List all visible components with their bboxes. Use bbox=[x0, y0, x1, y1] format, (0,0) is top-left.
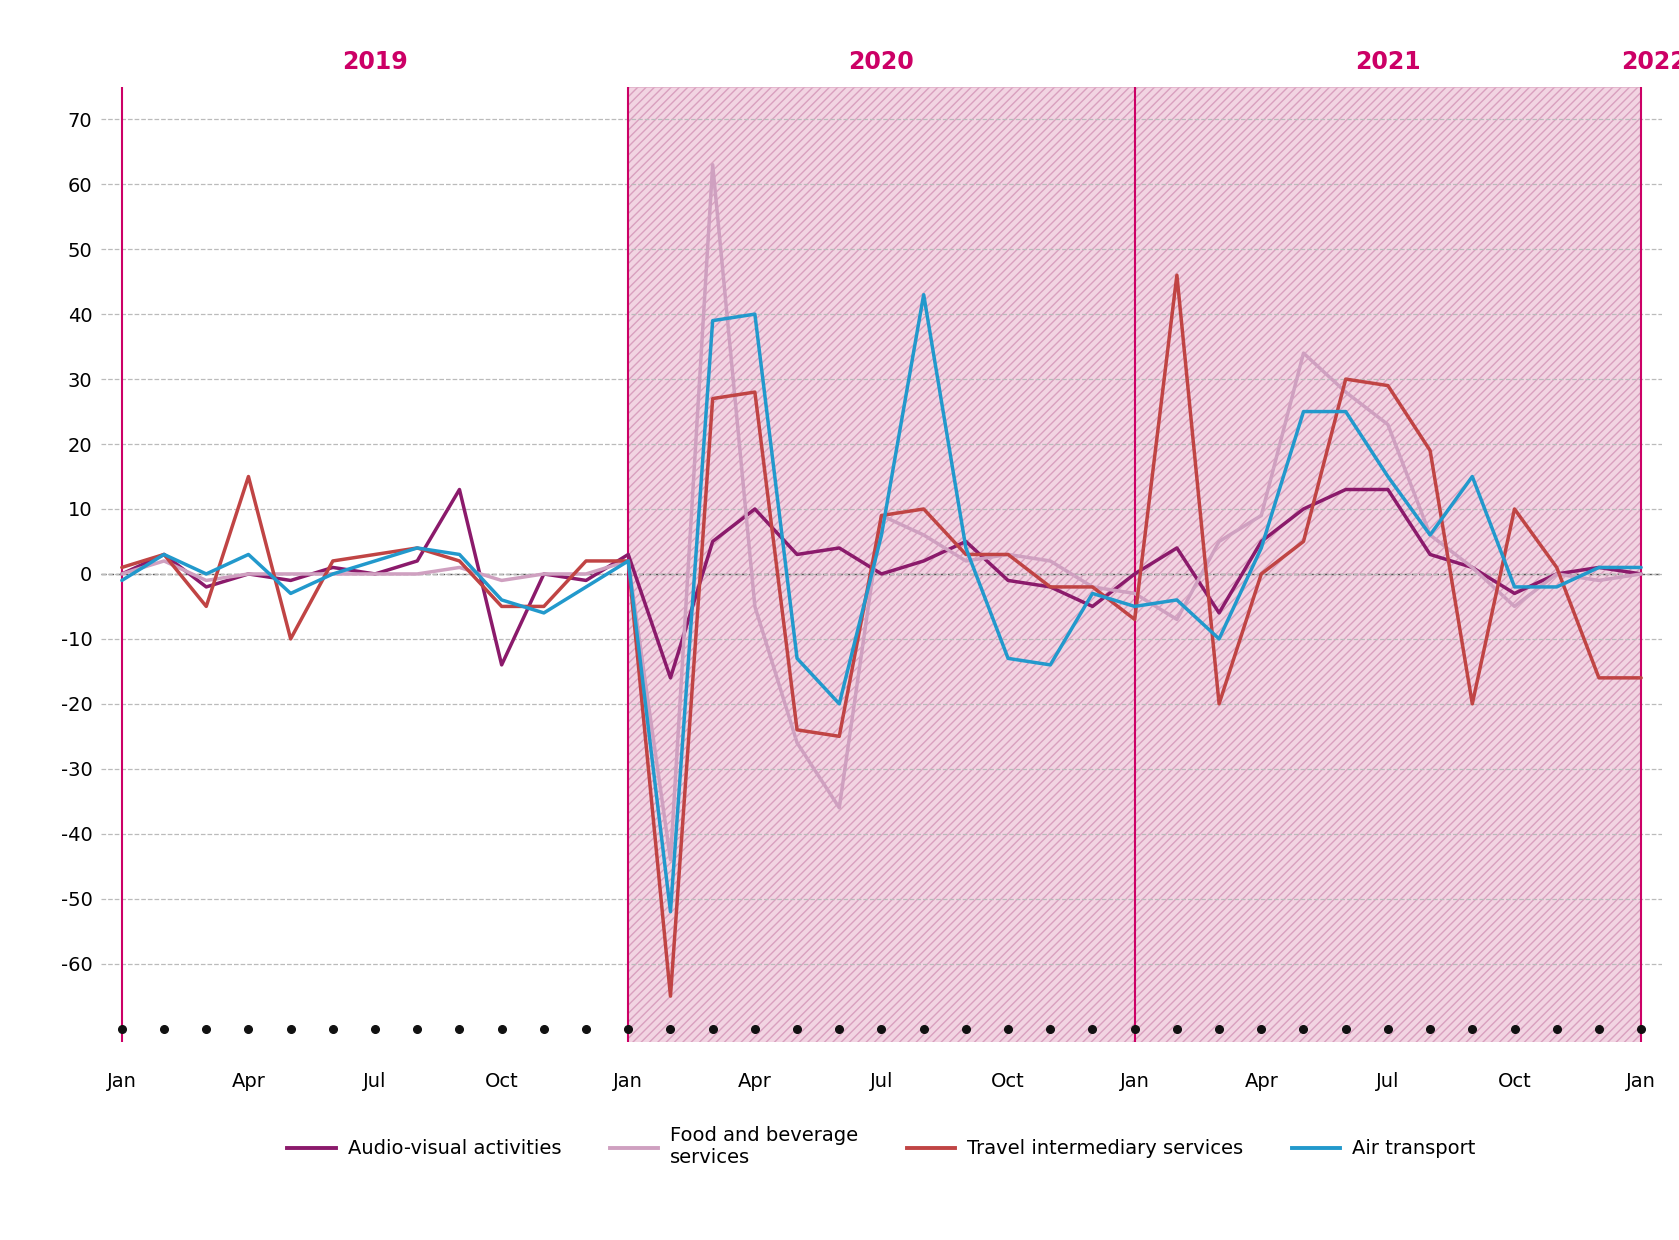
Text: 2022: 2022 bbox=[1620, 50, 1679, 74]
Bar bbox=[628, 87, 1640, 1042]
Text: 2020: 2020 bbox=[848, 50, 915, 74]
Text: 2019: 2019 bbox=[343, 50, 408, 74]
Bar bbox=[628, 87, 1640, 1042]
Text: 2021: 2021 bbox=[1355, 50, 1420, 74]
Legend: Audio-visual activities, Food and beverage
services, Travel intermediary service: Audio-visual activities, Food and bevera… bbox=[280, 1118, 1483, 1176]
